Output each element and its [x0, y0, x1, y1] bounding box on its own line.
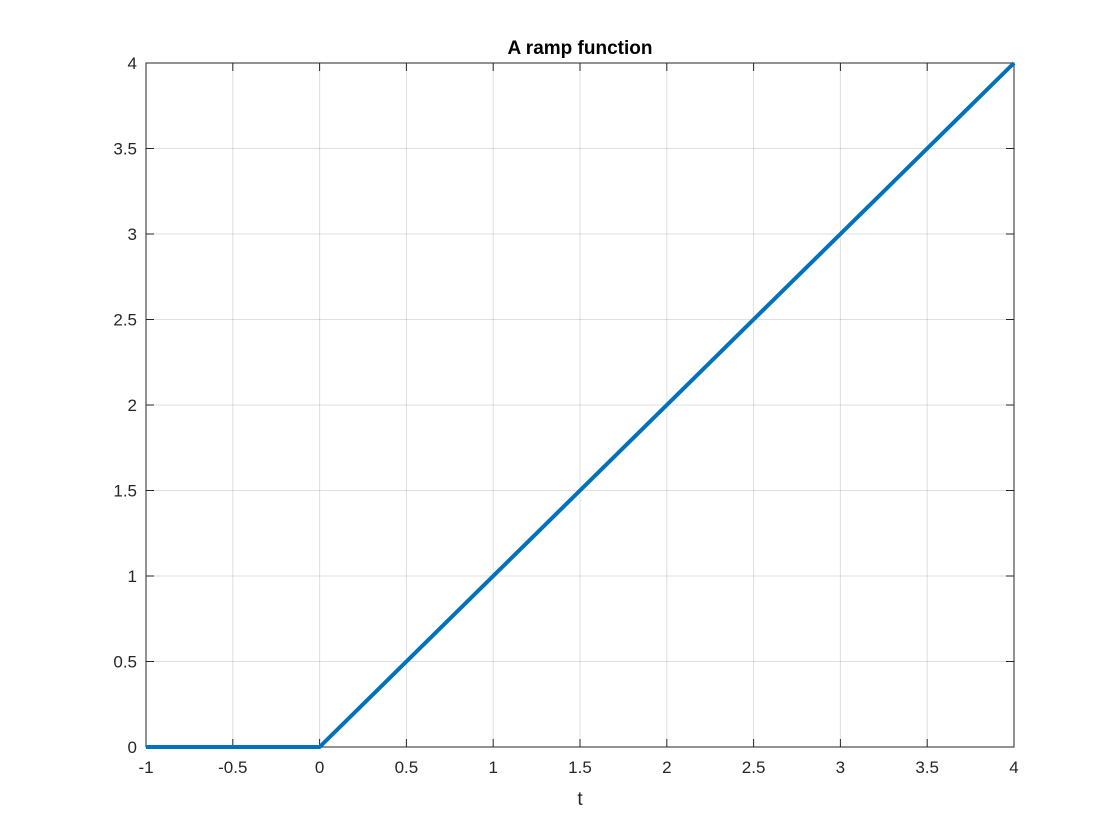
x-tick-label: 4: [1009, 758, 1018, 777]
x-tick-labels: -1 -0.5 0 0.5 1 1.5 2 2.5 3 3.5 4: [138, 758, 1018, 777]
x-tick-label: 2.5: [742, 758, 766, 777]
grid: [146, 63, 1014, 747]
x-tick-label: 0: [315, 758, 324, 777]
y-tick-label: 1: [128, 567, 137, 586]
y-tick-label: 1.5: [113, 482, 137, 501]
x-tick-label: 1.5: [568, 758, 592, 777]
y-tick-label: 2.5: [113, 311, 137, 330]
series-layer: [146, 61, 1016, 749]
y-tick-label: 3.5: [113, 140, 137, 159]
x-tick-label: 2: [662, 758, 671, 777]
y-tick-label: 0: [128, 738, 137, 757]
x-tick-label: 3.5: [915, 758, 939, 777]
ramp-series-line: [146, 61, 1016, 749]
x-tick-label: 1: [488, 758, 497, 777]
x-tick-label: -1: [138, 758, 153, 777]
y-tick-label: 0.5: [113, 653, 137, 672]
x-tick-label: 0.5: [395, 758, 419, 777]
y-tick-label: 2: [128, 396, 137, 415]
x-tick-label: -0.5: [218, 758, 247, 777]
y-tick-label: 4: [128, 54, 137, 73]
chart-title: A ramp function: [508, 38, 653, 59]
y-tick-labels: 0 0.5 1 1.5 2 2.5 3 3.5 4: [113, 54, 137, 757]
y-tick-label: 3: [128, 225, 137, 244]
x-tick-label: 3: [836, 758, 845, 777]
x-axis-label: t: [577, 789, 583, 810]
